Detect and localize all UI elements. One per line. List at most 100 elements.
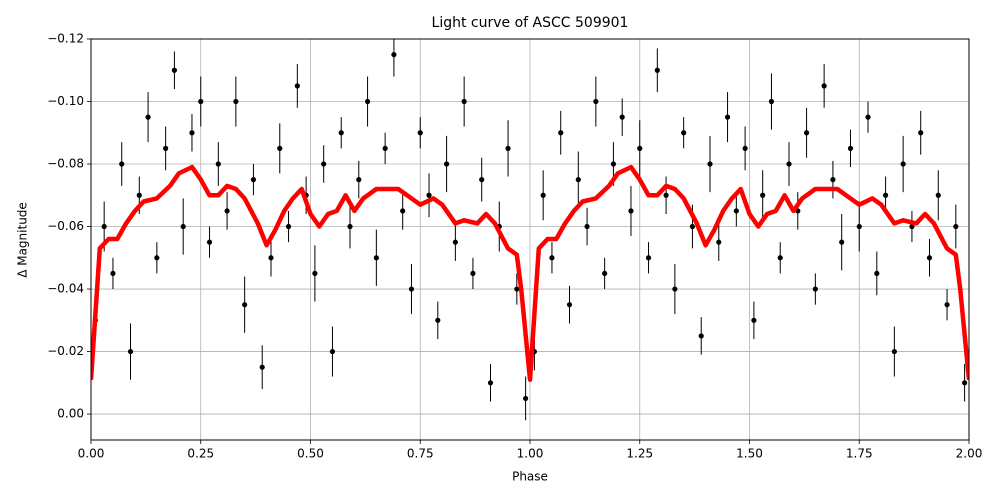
- data-point: [724, 114, 731, 120]
- data-point: [760, 192, 766, 198]
- data-point: [593, 98, 599, 105]
- x-tick-label: 1.50: [736, 447, 763, 461]
- data-point: [926, 255, 933, 261]
- data-point: [101, 223, 107, 230]
- data-point: [900, 161, 906, 167]
- data-point: [777, 255, 783, 261]
- data-point: [452, 239, 458, 245]
- data-point: [847, 145, 854, 151]
- data-point: [768, 98, 775, 105]
- data-point: [830, 177, 836, 183]
- y-tick-label: −0.06: [47, 219, 84, 233]
- data-point: [408, 286, 415, 292]
- data-point: [935, 192, 941, 198]
- data-point: [294, 83, 300, 89]
- x-tick-label: 1.00: [517, 447, 544, 461]
- data-point: [321, 161, 327, 167]
- data-point: [812, 286, 818, 292]
- data-point: [786, 161, 792, 167]
- data-point: [689, 223, 696, 230]
- chart-title: Light curve of ASCC 509901: [432, 15, 629, 31]
- data-point: [575, 177, 581, 183]
- data-point: [505, 145, 511, 151]
- data-point: [435, 317, 441, 323]
- data-point: [909, 223, 915, 230]
- x-tick-label: 0.75: [407, 447, 434, 461]
- data-point: [285, 223, 292, 230]
- data-point: [145, 114, 151, 120]
- data-point: [233, 98, 239, 105]
- data-point: [312, 270, 318, 277]
- data-point: [839, 239, 845, 245]
- data-point: [874, 270, 880, 277]
- data-point: [584, 223, 590, 230]
- data-point: [698, 333, 704, 339]
- data-point: [373, 255, 379, 261]
- data-point: [443, 161, 450, 167]
- data-point: [566, 302, 573, 308]
- data-point: [154, 255, 160, 261]
- data-point: [918, 130, 924, 136]
- data-point: [347, 223, 353, 230]
- y-tick-label: −0.10: [47, 94, 84, 108]
- x-tick-label: 0.25: [187, 447, 214, 461]
- data-point: [856, 223, 862, 230]
- data-point: [953, 223, 959, 230]
- data-point: [681, 130, 687, 136]
- x-tick-label: 1.25: [626, 447, 653, 461]
- data-point: [733, 208, 739, 214]
- data-point: [540, 192, 546, 198]
- data-point: [716, 239, 722, 245]
- data-point: [250, 177, 257, 183]
- data-point: [470, 270, 476, 277]
- x-tick-label: 2.00: [956, 447, 983, 461]
- data-point: [426, 192, 432, 198]
- data-point: [461, 98, 467, 105]
- data-point: [663, 192, 669, 198]
- data-point: [742, 145, 748, 151]
- y-tick-label: −0.12: [47, 32, 84, 46]
- data-point: [277, 145, 283, 151]
- data-point: [163, 145, 169, 151]
- data-point: [882, 192, 889, 198]
- x-tick-label: 1.75: [846, 447, 873, 461]
- data-point: [171, 67, 178, 73]
- data-point: [944, 302, 950, 308]
- data-point: [215, 161, 221, 167]
- data-point: [242, 302, 248, 308]
- x-axis-label: Phase: [512, 470, 548, 484]
- data-point: [602, 270, 608, 277]
- data-point: [391, 52, 397, 58]
- y-tick-label: 0.00: [57, 407, 84, 421]
- data-point: [672, 286, 678, 292]
- data-point: [549, 255, 555, 261]
- data-point: [891, 348, 897, 355]
- data-point: [417, 130, 423, 136]
- data-point: [628, 208, 634, 214]
- data-point: [110, 270, 116, 277]
- data-point: [224, 208, 230, 214]
- data-point: [751, 317, 757, 323]
- data-point: [198, 98, 204, 105]
- data-point: [268, 255, 274, 261]
- data-point: [400, 208, 406, 214]
- plot-area: [91, 39, 969, 421]
- data-point: [654, 67, 660, 73]
- data-point: [523, 395, 529, 402]
- y-tick-label: −0.08: [47, 157, 84, 171]
- data-point: [382, 145, 388, 151]
- data-point: [180, 223, 186, 230]
- data-point: [136, 192, 142, 198]
- data-point: [479, 177, 485, 183]
- data-point: [119, 161, 125, 167]
- data-point: [637, 145, 643, 151]
- data-point: [206, 239, 213, 245]
- data-point: [865, 114, 871, 120]
- data-point: [645, 255, 652, 261]
- data-point: [619, 114, 625, 120]
- data-point: [338, 130, 344, 136]
- data-point: [803, 130, 810, 136]
- data-point: [821, 83, 827, 89]
- data-point: [364, 98, 371, 105]
